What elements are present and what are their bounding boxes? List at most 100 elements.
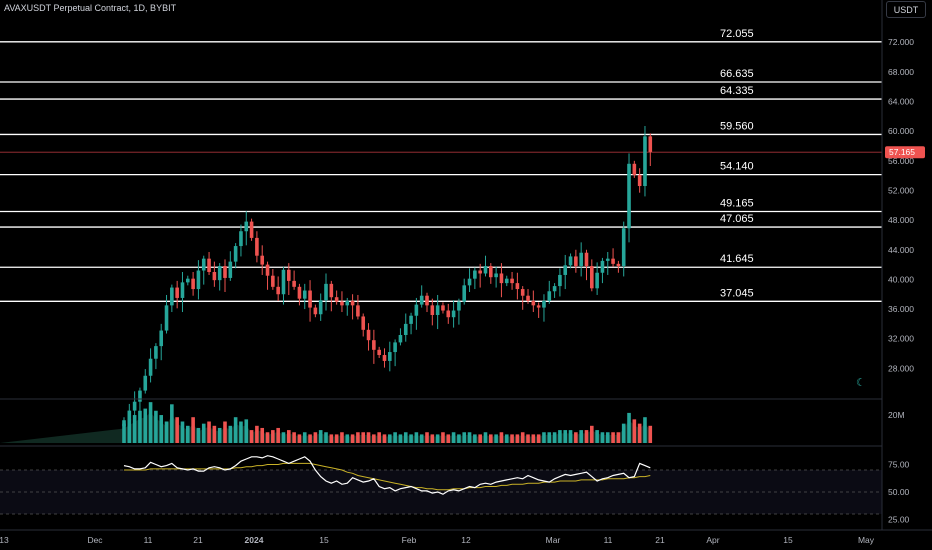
- candle: [542, 300, 546, 308]
- candle: [185, 278, 190, 283]
- candle: [441, 305, 445, 311]
- candle: [568, 256, 573, 266]
- volume-bar: [419, 434, 424, 443]
- rsi-pane[interactable]: [0, 455, 882, 515]
- time-tick-label: 2024: [245, 535, 264, 545]
- time-tick-label: 15: [319, 535, 329, 545]
- volume-bar: [324, 432, 328, 443]
- volume-bar: [435, 434, 440, 443]
- candle: [382, 355, 387, 361]
- volume-bar: [180, 421, 185, 443]
- candle: [393, 342, 397, 353]
- level-label: 41.645: [720, 253, 754, 265]
- volume-pane[interactable]: [0, 402, 653, 443]
- candle: [148, 358, 153, 376]
- volume-bar: [281, 432, 286, 443]
- volume-bar: [159, 415, 164, 443]
- volume-bar: [600, 432, 605, 443]
- candle: [563, 265, 568, 275]
- candle: [515, 283, 520, 290]
- volume-bar: [478, 434, 482, 443]
- volume-bar: [372, 434, 376, 443]
- volume-bar: [409, 434, 413, 443]
- candle: [350, 300, 355, 306]
- candle: [260, 255, 265, 265]
- volume-bar: [590, 425, 594, 443]
- volume-bar: [457, 434, 461, 443]
- candle: [520, 289, 525, 296]
- time-tick-label: May: [858, 535, 875, 545]
- volume-bar: [318, 430, 323, 443]
- candle: [467, 278, 472, 286]
- volume-bar: [154, 410, 158, 443]
- price-tick-label: 64.000: [888, 97, 914, 107]
- candle: [286, 269, 291, 281]
- candle: [201, 258, 206, 271]
- volume-bar: [233, 417, 238, 443]
- volume-bar: [127, 419, 132, 443]
- chart-title: AVAXUSDT Perpetual Contract, 1D, BYBIT: [4, 3, 177, 13]
- volume-bar: [643, 417, 647, 443]
- candle: [249, 221, 254, 238]
- volume-bar: [595, 430, 599, 443]
- candle: [217, 266, 222, 281]
- volume-bar: [170, 404, 174, 443]
- candle: [175, 287, 179, 298]
- volume-bar: [228, 425, 233, 443]
- current-price-label: 57.165: [889, 147, 915, 157]
- volume-bar: [361, 432, 366, 443]
- time-tick-label: Dec: [87, 535, 103, 545]
- volume-bar: [520, 432, 525, 443]
- volume-bar: [265, 432, 270, 443]
- volume-bar: [574, 432, 578, 443]
- price-pane[interactable]: 72.055 66.635 64.335 59.560 54.140 49.165 47.0…: [0, 28, 882, 430]
- crescent-moon-icon[interactable]: ☾: [856, 377, 866, 389]
- volume-bar: [526, 434, 530, 443]
- price-tick-label: 68.000: [888, 67, 914, 77]
- candle: [196, 270, 201, 290]
- volume-bar: [217, 427, 222, 443]
- time-tick-label: 21: [655, 535, 665, 545]
- volume-bar: [196, 427, 201, 443]
- level-label: 59.560: [720, 120, 754, 132]
- candle: [308, 290, 312, 308]
- volume-bar: [185, 425, 190, 443]
- volume-bar: [616, 432, 621, 443]
- rsi-tick-label: 25.00: [888, 515, 910, 525]
- candle: [212, 272, 217, 281]
- candle: [425, 295, 429, 306]
- candle: [138, 390, 142, 402]
- volume-bar: [621, 423, 626, 443]
- candle: [180, 282, 185, 298]
- time-tick-label: 21: [193, 535, 203, 545]
- volume-bar: [388, 434, 392, 443]
- candle: [478, 270, 482, 274]
- volume-axis-label: 20M: [888, 410, 905, 420]
- time-tick-label: 11: [604, 535, 613, 545]
- candle: [435, 305, 440, 315]
- volume-bar: [340, 432, 344, 443]
- candle: [159, 330, 164, 347]
- volume-bar: [143, 408, 148, 443]
- level-label: 37.045: [720, 287, 754, 299]
- candle: [154, 346, 158, 359]
- candle: [579, 252, 583, 267]
- candle: [377, 349, 381, 356]
- volume-bar: [403, 432, 408, 443]
- candle: [446, 310, 451, 318]
- volume-bar: [627, 412, 631, 443]
- currency-button[interactable]: USDT: [886, 1, 926, 18]
- candle: [207, 258, 211, 272]
- candle: [419, 295, 424, 305]
- volume-bar: [462, 432, 467, 443]
- volume-bar: [552, 432, 557, 443]
- candle: [643, 136, 647, 187]
- time-tick-label: Mar: [546, 535, 561, 545]
- candle: [526, 295, 530, 301]
- volume-bar: [201, 423, 206, 443]
- rsi-tick-label: 75.00: [888, 460, 910, 470]
- volume-bar: [271, 430, 275, 443]
